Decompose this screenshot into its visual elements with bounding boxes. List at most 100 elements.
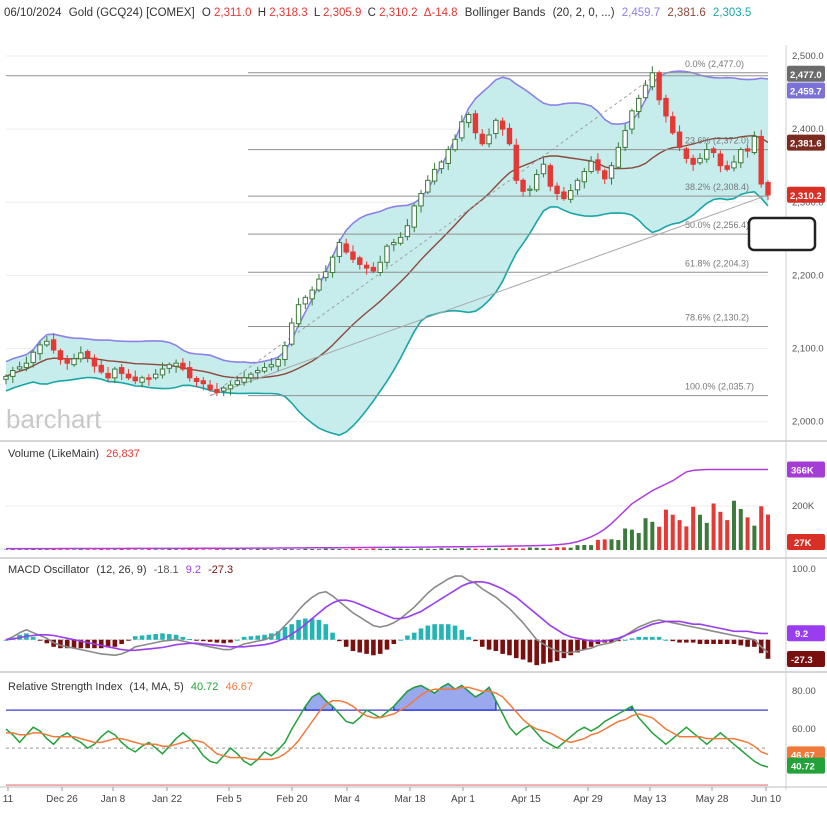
volume-badge-ma: 366K	[791, 465, 814, 476]
volume-bar	[290, 549, 294, 550]
volume-bar	[106, 549, 110, 550]
macd-histogram-bar	[664, 640, 669, 641]
volume-bar	[433, 549, 437, 550]
candle-body	[45, 341, 49, 345]
macd-histogram-bar	[72, 640, 77, 648]
macd-histogram-bar	[167, 634, 172, 640]
macd-histogram-bar	[732, 640, 737, 644]
macd-histogram-bar	[364, 640, 369, 654]
volume-bar	[698, 515, 702, 550]
candle-body	[276, 360, 280, 367]
macd-histogram-bar	[494, 640, 499, 651]
macd-histogram-bar	[684, 640, 689, 643]
candle-body	[548, 166, 552, 186]
macd-panel: 100.09.2-27.3	[4, 564, 825, 667]
candle-body	[92, 358, 96, 366]
volume-bar	[79, 549, 83, 550]
price-badge-close: 2,310.2	[790, 191, 822, 202]
selection-box[interactable]	[749, 218, 815, 250]
macd-histogram-bar	[85, 640, 90, 648]
macd-histogram-bar	[303, 619, 308, 640]
rsi-axis-tick: 60.00	[792, 724, 816, 735]
candle-body	[466, 114, 470, 122]
volume-bar	[412, 549, 416, 550]
volume-bar	[160, 549, 164, 550]
candle-body	[514, 145, 518, 180]
volume-legend: Volume (LikeMain) 26,837	[8, 448, 140, 460]
volume-bar	[746, 517, 750, 550]
x-axis-label: Jun 10	[751, 794, 781, 805]
fib-level-label: 100.0% (2,035.7)	[685, 382, 754, 392]
volume-bar	[501, 549, 505, 550]
candle-body	[759, 136, 763, 184]
macd-histogram-bar	[153, 634, 158, 640]
candle-body	[446, 150, 450, 164]
candle-body	[371, 267, 375, 271]
candle-body	[745, 149, 749, 151]
header-change: Δ-14.8	[424, 7, 458, 19]
volume-bar	[759, 506, 763, 550]
macd-histogram-bar	[738, 640, 743, 646]
candle-body	[650, 73, 654, 87]
candle-body	[698, 158, 702, 162]
candle-body	[575, 180, 579, 190]
volume-bar	[766, 515, 770, 550]
volume-bar	[167, 549, 171, 550]
macd-histogram-bar	[650, 637, 655, 640]
volume-bar	[480, 549, 484, 550]
macd-histogram-bar	[119, 640, 124, 644]
macd-legend: MACD Oscillator (12, 26, 9) -18.1 9.2 -2…	[8, 564, 233, 576]
candle-body	[38, 345, 42, 354]
macd-histogram-bar	[160, 633, 165, 639]
rsi-axis-tick: 80.00	[792, 686, 816, 697]
candle-body	[113, 369, 117, 378]
macd-histogram-bar	[480, 640, 485, 647]
candle-body	[351, 252, 355, 259]
volume-bar	[725, 520, 729, 550]
macd-histogram-bar	[371, 640, 376, 656]
fib-level-label: 61.8% (2,204.3)	[685, 258, 749, 268]
candle-body	[385, 246, 389, 262]
macd-histogram-bar	[426, 626, 431, 640]
candle-body	[630, 111, 634, 129]
candle-body	[364, 265, 368, 268]
volume-bar	[99, 549, 103, 550]
volume-bar	[637, 533, 641, 550]
rsi-overbought-fill	[394, 684, 496, 711]
macd-histogram-bar	[38, 640, 43, 641]
candle-body	[494, 120, 498, 133]
volume-bar	[569, 548, 573, 550]
volume-bar	[113, 549, 117, 550]
candle-body	[711, 149, 715, 153]
candle-body	[603, 171, 607, 179]
x-axis-label: May 13	[634, 794, 667, 805]
x-axis-label: Dec 26	[46, 794, 78, 805]
candle-body	[507, 128, 511, 143]
macd-histogram-bar	[133, 636, 138, 640]
candle-body	[725, 166, 729, 170]
candle-body	[106, 373, 110, 377]
macd-histogram-bar	[630, 638, 635, 639]
macd-histogram-bar	[514, 640, 519, 658]
macd-histogram-bar	[215, 640, 220, 643]
macd-histogram-bar	[562, 640, 567, 658]
candle-body	[65, 359, 69, 363]
volume-bar	[229, 549, 233, 550]
candle-body	[671, 117, 675, 133]
header-close-value: 2,310.2	[379, 7, 417, 19]
candle-body	[392, 243, 396, 245]
candle-body	[283, 346, 287, 360]
macd-histogram-bar	[548, 640, 553, 663]
volume-bar	[392, 548, 396, 550]
x-axis-label: Apr 29	[573, 794, 603, 805]
candle-body	[623, 131, 627, 148]
volume-bar	[385, 549, 389, 550]
macd-histogram-bar	[432, 624, 437, 640]
candle-body	[664, 98, 668, 116]
price-badge-upper: 2,459.7	[790, 86, 822, 97]
candle-body	[739, 150, 743, 163]
volume-bar	[351, 549, 355, 550]
header-open-label: O	[202, 7, 211, 19]
